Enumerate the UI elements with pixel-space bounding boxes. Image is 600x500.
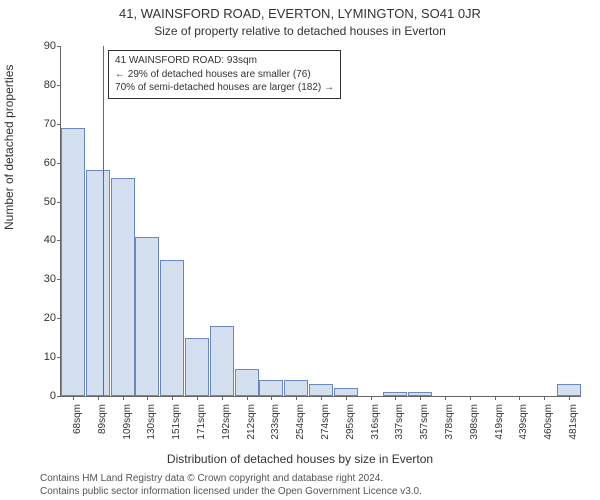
x-tick-mark xyxy=(321,396,322,400)
x-tick-mark xyxy=(445,396,446,400)
chart-container: 41, WAINSFORD ROAD, EVERTON, LYMINGTON, … xyxy=(0,0,600,500)
y-tick-label: 30 xyxy=(26,273,56,285)
footnote: Contains HM Land Registry data © Crown c… xyxy=(40,473,590,498)
x-tick-label: 460sqm xyxy=(543,404,554,454)
x-tick-label: 89sqm xyxy=(97,404,108,454)
x-tick-mark xyxy=(495,396,496,400)
plot-area: 41 WAINSFORD ROAD: 93sqm ← 29% of detache… xyxy=(60,46,581,397)
x-tick-mark xyxy=(98,396,99,400)
x-tick-mark xyxy=(395,396,396,400)
x-tick-mark xyxy=(544,396,545,400)
x-tick-mark xyxy=(420,396,421,400)
x-tick-mark xyxy=(296,396,297,400)
annotation-line3: 70% of semi-detached houses are larger (… xyxy=(115,82,334,93)
y-tick-label: 10 xyxy=(26,351,56,363)
y-tick-mark xyxy=(57,124,61,125)
histogram-bar xyxy=(557,384,581,396)
x-tick-mark xyxy=(147,396,148,400)
footnote-line2: Contains public sector information licen… xyxy=(40,486,422,497)
x-tick-label: 254sqm xyxy=(295,404,306,454)
y-tick-label: 20 xyxy=(26,312,56,324)
x-tick-mark xyxy=(470,396,471,400)
x-tick-label: 398sqm xyxy=(469,404,480,454)
x-tick-mark xyxy=(371,396,372,400)
histogram-bar xyxy=(259,380,283,396)
title-main: 41, WAINSFORD ROAD, EVERTON, LYMINGTON, … xyxy=(0,6,600,21)
x-tick-mark xyxy=(73,396,74,400)
histogram-bar xyxy=(334,388,358,396)
y-tick-mark xyxy=(57,85,61,86)
footnote-line1: Contains HM Land Registry data © Crown c… xyxy=(40,473,383,484)
y-tick-label: 60 xyxy=(26,157,56,169)
histogram-bar xyxy=(135,237,159,396)
histogram-bar xyxy=(210,326,234,396)
x-tick-mark xyxy=(172,396,173,400)
y-tick-label: 40 xyxy=(26,234,56,246)
histogram-bar xyxy=(86,170,110,396)
x-axis-label: Distribution of detached houses by size … xyxy=(0,452,600,466)
x-tick-label: 130sqm xyxy=(146,404,157,454)
histogram-bar xyxy=(111,178,135,396)
x-tick-label: 274sqm xyxy=(320,404,331,454)
x-tick-mark xyxy=(271,396,272,400)
histogram-bar xyxy=(284,380,308,396)
x-tick-label: 233sqm xyxy=(270,404,281,454)
annotation-box: 41 WAINSFORD ROAD: 93sqm ← 29% of detache… xyxy=(108,50,341,99)
x-tick-label: 212sqm xyxy=(246,404,257,454)
y-axis-label: Number of detached properties xyxy=(2,65,16,230)
histogram-bar xyxy=(185,338,209,396)
histogram-bar xyxy=(235,369,259,396)
y-tick-label: 70 xyxy=(26,118,56,130)
x-tick-mark xyxy=(346,396,347,400)
x-tick-label: 481sqm xyxy=(568,404,579,454)
x-tick-label: 68sqm xyxy=(72,404,83,454)
x-tick-label: 151sqm xyxy=(171,404,182,454)
y-tick-label: 0 xyxy=(26,390,56,402)
y-tick-label: 80 xyxy=(26,79,56,91)
title-sub: Size of property relative to detached ho… xyxy=(0,24,600,38)
annotation-line1: 41 WAINSFORD ROAD: 93sqm xyxy=(115,55,257,66)
annotation-line2: ← 29% of detached houses are smaller (76… xyxy=(115,69,311,80)
y-tick-mark xyxy=(57,396,61,397)
x-tick-label: 295sqm xyxy=(345,404,356,454)
y-tick-label: 90 xyxy=(26,40,56,52)
x-tick-label: 337sqm xyxy=(394,404,405,454)
x-tick-label: 378sqm xyxy=(444,404,455,454)
histogram-bar xyxy=(309,384,333,396)
x-tick-label: 109sqm xyxy=(122,404,133,454)
x-tick-mark xyxy=(222,396,223,400)
histogram-bar xyxy=(61,128,85,396)
histogram-bar xyxy=(160,260,184,396)
y-tick-mark xyxy=(57,46,61,47)
x-tick-label: 171sqm xyxy=(196,404,207,454)
x-tick-label: 357sqm xyxy=(419,404,430,454)
x-tick-label: 419sqm xyxy=(494,404,505,454)
x-tick-label: 316sqm xyxy=(370,404,381,454)
x-tick-mark xyxy=(519,396,520,400)
x-tick-mark xyxy=(197,396,198,400)
x-tick-label: 192sqm xyxy=(221,404,232,454)
x-tick-label: 439sqm xyxy=(518,404,529,454)
x-tick-mark xyxy=(247,396,248,400)
x-tick-mark xyxy=(123,396,124,400)
y-tick-label: 50 xyxy=(26,196,56,208)
x-tick-mark xyxy=(569,396,570,400)
reference-line xyxy=(103,46,104,396)
